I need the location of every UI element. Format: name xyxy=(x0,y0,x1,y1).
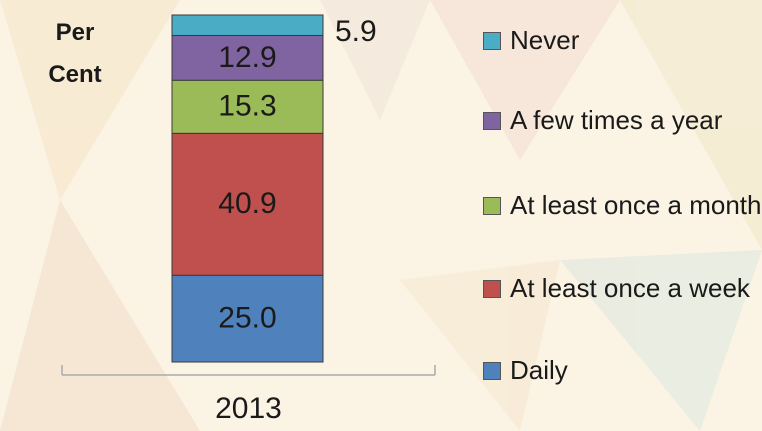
data-label: 25.0 xyxy=(218,302,276,335)
legend-item: At least once a week xyxy=(483,268,762,308)
legend-swatch xyxy=(483,32,501,50)
data-label: 12.9 xyxy=(218,41,276,74)
y-axis-label: Per Cent xyxy=(48,19,102,88)
data-label: 5.9 xyxy=(335,15,377,48)
legend-label: Daily xyxy=(510,355,568,385)
bar-segment xyxy=(171,132,324,276)
legend-swatch xyxy=(483,280,501,298)
legend-label: At least once a week xyxy=(510,273,750,303)
legend-label: A few times a year xyxy=(510,105,723,135)
bar-segment xyxy=(171,34,324,81)
legend-item: At least once a month xyxy=(483,185,762,225)
legend-label: At least once a month xyxy=(510,190,762,220)
legend-item: Daily xyxy=(483,350,762,390)
legend-label: Never xyxy=(510,25,580,55)
bar-segment xyxy=(171,14,324,36)
bar-segment xyxy=(171,79,324,134)
x-tick-label: 2013 xyxy=(215,392,282,425)
legend-swatch xyxy=(483,112,501,130)
legend-swatch xyxy=(483,362,501,380)
bar-segment xyxy=(171,274,324,363)
legend-item: Never xyxy=(483,20,762,60)
legend-swatch xyxy=(483,197,501,215)
data-label: 40.9 xyxy=(218,187,276,220)
data-label: 15.3 xyxy=(218,90,276,123)
legend-item: A few times a year xyxy=(483,100,762,140)
